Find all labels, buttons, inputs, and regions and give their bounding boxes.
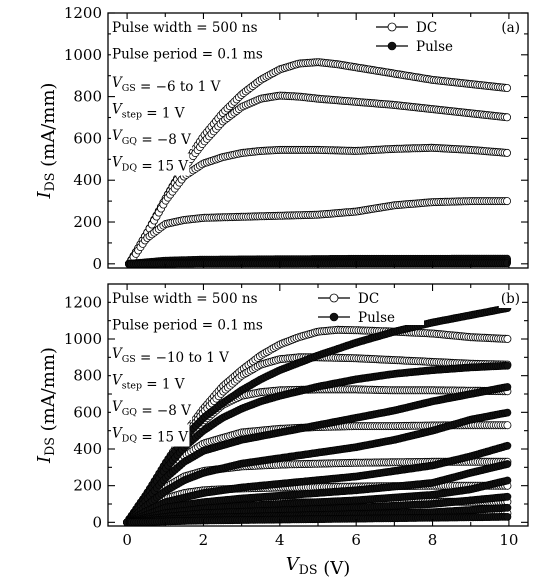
panel-b: 0 200 400 600 800 1000 1200 0 2 4 6 8 10 IDS (mA/mm) V… [34,283,529,579]
legend-marker [387,41,397,51]
annotation-vgs: VGS = −6 to 1 V [112,75,221,95]
data-point [503,259,511,268]
annotation-pw: Pulse width = 500 ns [112,20,258,36]
data-point [502,113,511,122]
annotation-bg [111,74,222,96]
panel-label: (b) [501,291,520,307]
x-tick-label: 0 [122,531,132,549]
annotation-pp: Pulse period = 0.1 ms [112,47,263,63]
y-tick-label: 1200 [64,4,102,22]
x-tick-label: 4 [275,531,285,549]
curve-pulse-3 [125,259,511,268]
y-tick-label: 400 [73,440,102,458]
legend-entry-bg [372,36,482,54]
y-axis-label: IDS (mA/mm) [34,83,59,200]
data-point [503,383,512,391]
annotation-bg [111,19,259,37]
legend-entry-bg [372,17,482,35]
data-point [503,421,512,430]
y-tick-label: 800 [73,367,102,385]
legend-label: DC [358,291,379,307]
legend-label: Pulse [358,310,395,326]
annotation-bg [111,45,264,64]
x-tick-label: 6 [351,531,361,549]
legend-marker [387,22,397,32]
x-tick-label: 10 [499,531,518,549]
data-point [503,492,512,501]
annotation-vdq: VDQ = 15 V [112,155,188,175]
data-point [502,148,511,157]
plot-markers [125,58,511,268]
y-tick-label: 400 [73,171,102,189]
y-tick-label: 600 [73,129,102,147]
legend-marker [329,312,339,322]
y-tick-label: 1000 [64,46,102,64]
panel-label: (a) [501,20,520,36]
annotation-vgq: VGQ = −8 V [112,128,191,148]
y-tick-label: 1000 [64,330,102,348]
data-point [503,334,512,343]
y-tick-label: 200 [73,213,102,231]
data-point [503,503,512,512]
annotations: Pulse width = 500 ns Pulse period = 0.1 m… [111,19,264,176]
data-point [503,476,512,485]
data-point [503,513,512,521]
annotation-bg [111,127,193,149]
annotation-bg [111,100,186,123]
data-point [503,361,512,370]
annotation-bg [111,153,190,176]
y-axis-label: IDS (mA/mm) [34,347,59,464]
data-point [503,408,512,417]
annotation-pp: Pulse period = 0.1 ms [112,318,263,334]
annotation-pw: Pulse width = 500 ns [112,291,258,307]
legend: DC Pulse [314,288,424,326]
data-point [503,460,512,468]
legend: DC Pulse [372,17,482,55]
plot-markers [123,304,512,527]
series-pulse [125,254,511,268]
annotation-vstep: Vstep = 1 V [112,102,185,122]
data-point [502,84,511,93]
curve-dc-4 [125,197,511,268]
x-axis-label: VDS (V) [286,554,351,579]
y-tick-label: 0 [92,513,102,531]
panel-a: 0 200 400 600 800 1000 1200 IDS (mA/mm) Pulse wi… [34,4,529,273]
x-tick-label: 2 [199,531,209,549]
y-tick-label: 1200 [64,293,102,311]
x-tick-label: 8 [428,531,438,549]
legend-marker [329,293,339,303]
y-tick-label: 600 [73,403,102,421]
data-point [503,441,512,450]
y-tick-label: 200 [73,477,102,495]
data-point [502,197,511,206]
y-tick-label: 0 [92,255,102,273]
panel-label-bg [499,19,522,37]
legend-label: Pulse [416,39,453,55]
y-tick-label: 800 [73,88,102,106]
legend-label: DC [416,20,437,36]
